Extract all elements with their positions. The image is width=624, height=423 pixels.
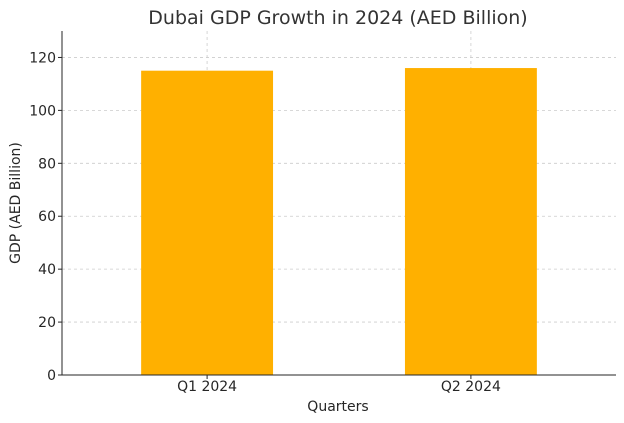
x-axis-label: Quarters (307, 399, 368, 415)
y-tick-label: 0 (47, 368, 56, 384)
y-tick-label: 120 (29, 50, 56, 66)
axes-layer (61, 31, 616, 376)
y-tick-label: 60 (38, 209, 56, 225)
bars-layer (141, 68, 537, 376)
y-tick-label: 100 (29, 103, 56, 119)
chart-title: Dubai GDP Growth in 2024 (AED Billion) (148, 7, 527, 29)
y-tick-label: 20 (38, 315, 56, 331)
bar-q2-2024 (404, 68, 537, 376)
x-tick-label: Q2 2024 (441, 379, 501, 395)
bar-q1-2024 (141, 70, 274, 375)
y-tick-label: 40 (38, 262, 56, 278)
ticks-layer: 0 20 40 60 80 100 120 Q1 2024 Q2 2024 (29, 50, 501, 395)
x-tick-label: Q1 2024 (177, 379, 237, 395)
y-axis-label: GDP (AED Billion) (8, 142, 24, 264)
y-tick-label: 80 (38, 156, 56, 172)
